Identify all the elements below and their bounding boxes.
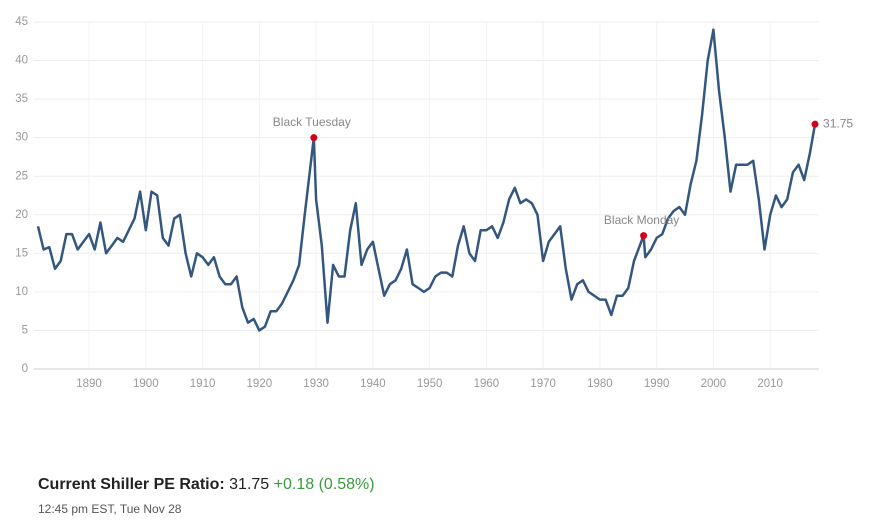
highlight-point <box>811 120 819 128</box>
current-value: Current Shiller PE Ratio: 31.75 +0.18 (0… <box>38 476 375 494</box>
x-tick-label: 2000 <box>701 378 727 390</box>
x-tick-label: 1890 <box>76 378 102 390</box>
x-tick-label: 2010 <box>757 378 783 390</box>
x-tick-label: 1900 <box>133 378 159 390</box>
y-tick-label: 0 <box>22 363 28 375</box>
y-tick-label: 20 <box>15 209 28 221</box>
change: +0.18 (0.58%) <box>273 476 375 493</box>
label: Current Shiller PE Ratio: <box>38 476 225 493</box>
timestamp: 12:45 pm EST, Tue Nov 28 <box>38 502 182 516</box>
x-tick-label: 1950 <box>417 378 443 390</box>
y-tick-label: 45 <box>15 16 28 28</box>
y-tick-label: 40 <box>15 55 28 67</box>
x-tick-label: 1970 <box>530 378 556 390</box>
y-tick-label: 5 <box>22 324 28 336</box>
highlight-point <box>310 134 318 142</box>
value-label: 31.75 <box>823 116 853 130</box>
line <box>36 28 817 332</box>
x-tick-label: 1910 <box>190 378 216 390</box>
x-tick-label: 1980 <box>587 378 613 390</box>
y-tick-label: 10 <box>15 286 28 298</box>
y-tick-label: 25 <box>15 170 28 182</box>
x-tick-label: 1930 <box>303 378 329 390</box>
x-tick-label: 1990 <box>644 378 670 390</box>
annotation: Black Monday <box>604 213 679 227</box>
x-tick-label: 1920 <box>247 378 273 390</box>
highlight-point <box>640 232 648 240</box>
annotation: Black Tuesday <box>273 115 351 129</box>
value: 31.75 <box>229 476 270 493</box>
y-tick-label: 35 <box>15 93 28 105</box>
chart: 0 5 10 15 20 25 30 35 40 45 1890 1900 1910 1920 1930 19… <box>15 16 853 390</box>
y-tick-label: 15 <box>15 247 28 259</box>
x-tick-label: 1960 <box>474 378 500 390</box>
x-tick-label: 1940 <box>360 378 386 390</box>
y-tick-label: 30 <box>15 132 28 144</box>
